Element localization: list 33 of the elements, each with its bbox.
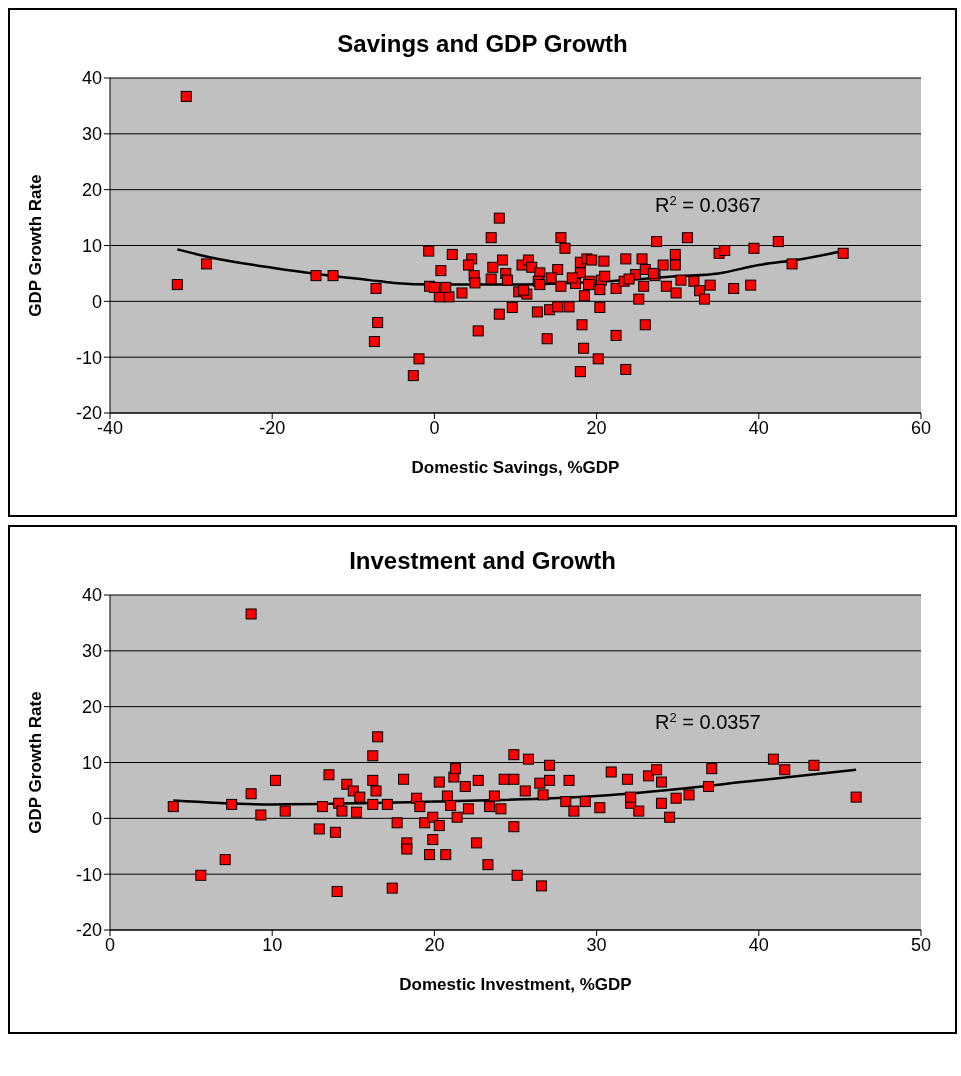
y-tick-label: 0 <box>91 291 102 312</box>
x-tick-label: 30 <box>586 934 607 955</box>
x-tick-label: 40 <box>748 417 769 438</box>
x-tick-label: -20 <box>259 417 286 438</box>
x-tick-label: 50 <box>910 934 932 955</box>
x-tick-label: 60 <box>910 417 932 438</box>
x-tick-label: 10 <box>262 934 283 955</box>
chart-title: Savings and GDP Growth <box>336 29 629 58</box>
y-axis-title: GDP Growth Rate <box>26 174 46 317</box>
y-tick-label: 30 <box>81 124 102 145</box>
y-tick-label: -10 <box>75 864 102 885</box>
y-axis-title: GDP Growth Rate <box>26 691 46 834</box>
x-tick-label: 0 <box>104 934 116 955</box>
x-tick-label: 20 <box>586 417 607 438</box>
y-tick-label: 40 <box>81 68 102 89</box>
y-tick-label: -20 <box>75 403 102 424</box>
x-tick-label: 40 <box>748 934 769 955</box>
y-tick-label: 30 <box>81 641 102 662</box>
x-tick-label: 20 <box>424 934 445 955</box>
chart-title: Investment and Growth <box>348 546 617 575</box>
y-tick-label: 20 <box>81 180 102 201</box>
y-tick-label: -10 <box>75 347 102 368</box>
y-tick-label: 20 <box>81 697 102 718</box>
x-axis-title: Domestic Savings, %GDP <box>411 458 620 477</box>
x-axis-title: Domestic Investment, %GDP <box>399 975 632 994</box>
y-tick-label: 0 <box>91 808 102 829</box>
y-tick-label: -20 <box>75 920 102 941</box>
annotation: R$^{2}$ = 0.0357 <box>655 709 761 733</box>
y-tick-label: 40 <box>81 585 102 606</box>
y-tick-label: 10 <box>81 235 102 256</box>
x-tick-label: 0 <box>429 417 440 438</box>
y-tick-label: 10 <box>81 752 102 773</box>
annotation: R$^{2}$ = 0.0367 <box>655 192 761 216</box>
